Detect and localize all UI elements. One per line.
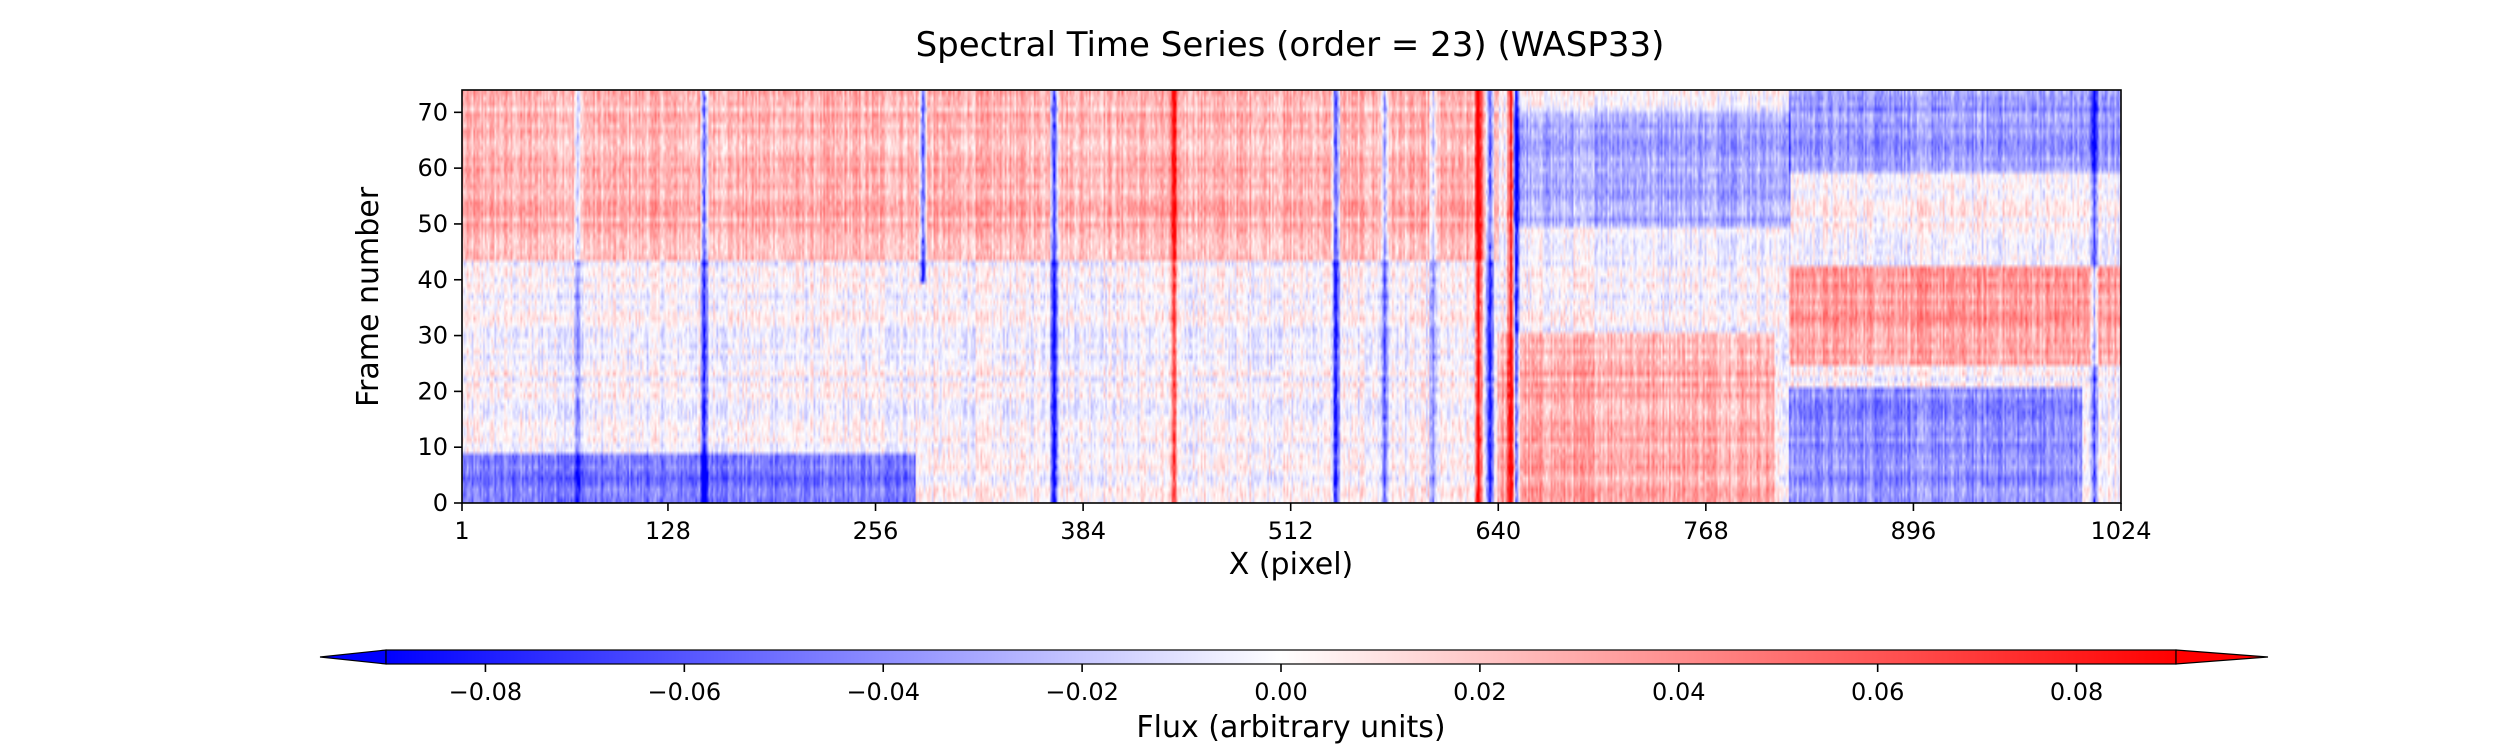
x-tick-label: 256 [853,517,899,545]
colorbar-tick-label: −0.06 [648,678,722,706]
colorbar-gradient [385,649,2177,665]
colorbar-tick-label: 0.08 [2050,678,2103,706]
colorbar-ticks: −0.08 −0.06 −0.04 −0.02 0.00 0.02 0.04 0.06 0.08 [449,664,2103,706]
y-tick-label: 70 [417,98,448,126]
y-tick-label: 0 [433,489,448,517]
colorbar-tick-label: 0.02 [1453,678,1506,706]
colorbar-tick-label: −0.04 [846,678,920,706]
colorbar: −0.08 −0.06 −0.04 −0.02 0.00 0.02 0.04 0.06 0.08 [319,649,2269,706]
x-tick-label: 896 [1891,517,1937,545]
heatmap-image [462,90,2121,503]
x-tick-label: 1024 [2090,517,2151,545]
x-tick-label: 512 [1268,517,1314,545]
y-tick-label: 60 [417,154,448,182]
y-axis-label: Frame number [351,186,386,407]
x-tick-label: 128 [645,517,691,545]
colorbar-tick-label: 0.06 [1851,678,1904,706]
heatmap-frame [461,89,2122,504]
y-tick-label: 10 [417,433,448,461]
colorbar-tick-label: 0.04 [1652,678,1705,706]
heatmap-plot-area [461,89,2122,504]
y-axis: 0 10 20 30 40 50 60 70 [417,98,462,517]
y-tick-label: 50 [417,210,448,238]
x-tick-label: 384 [1060,517,1106,545]
x-tick-label: 768 [1683,517,1729,545]
x-axis: 1 128 256 384 512 640 768 896 1024 [454,503,2152,545]
chart-title: Spectral Time Series (order = 23) (WASP3… [916,25,1665,65]
y-tick-label: 30 [417,322,448,350]
x-tick-label: 640 [1475,517,1521,545]
x-axis-label: X (pixel) [1229,547,1354,582]
y-tick-label: 20 [417,377,448,405]
colorbar-tick-label: 0.00 [1254,678,1307,706]
colorbar-tick-label: −0.02 [1045,678,1119,706]
x-tick-label: 1 [454,517,469,545]
colorbar-extend-max [2175,649,2269,665]
colorbar-label: Flux (arbitrary units) [1136,710,1445,745]
colorbar-tick-label: −0.08 [449,678,523,706]
y-tick-label: 40 [417,266,448,294]
